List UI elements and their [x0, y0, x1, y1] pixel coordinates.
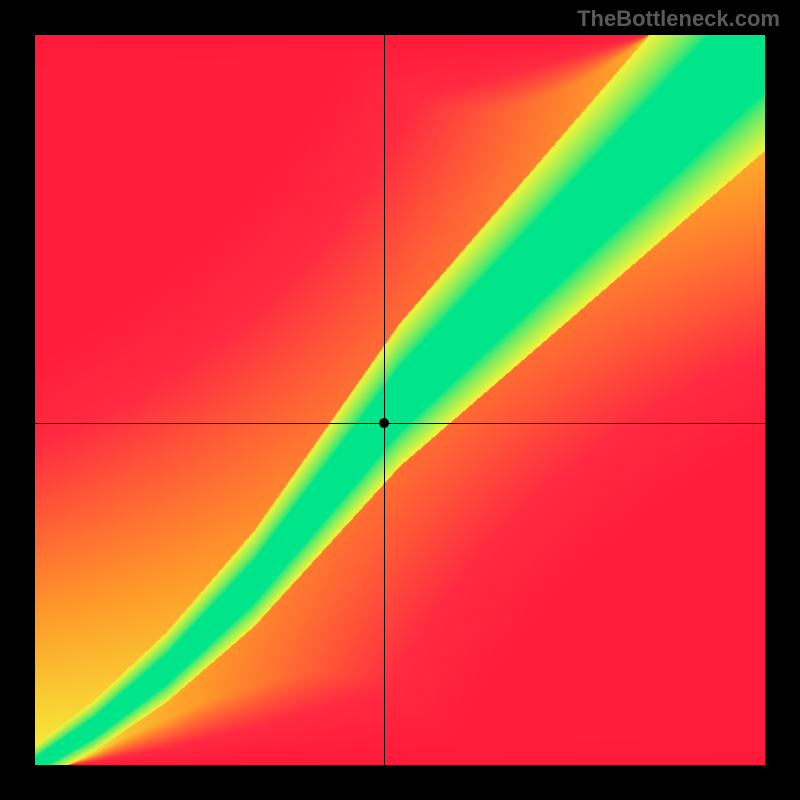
crosshair-vertical	[384, 35, 385, 765]
selection-marker	[379, 418, 389, 428]
bottleneck-heatmap	[35, 35, 765, 765]
watermark-text: TheBottleneck.com	[577, 6, 780, 32]
crosshair-horizontal	[35, 423, 765, 424]
plot-area	[35, 35, 765, 765]
